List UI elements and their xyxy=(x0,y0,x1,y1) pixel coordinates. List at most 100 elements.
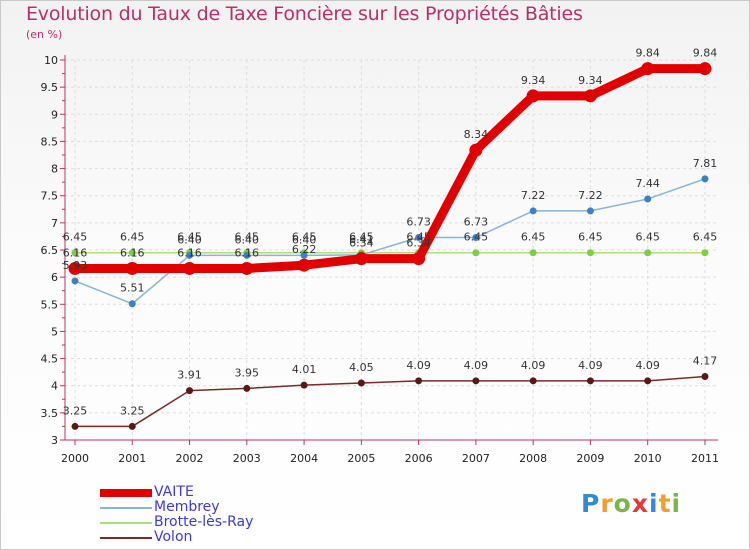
data-label-brotte-les-ray: 6.45 xyxy=(578,231,603,244)
data-point-membrey xyxy=(644,195,652,203)
data-label-volon: 3.91 xyxy=(177,369,202,382)
data-point-vaite xyxy=(240,261,254,275)
legend-item-volon[interactable]: Volon xyxy=(98,529,318,545)
data-label-brotte-les-ray: 6.45 xyxy=(292,231,317,244)
data-point-volon xyxy=(243,384,251,392)
data-label-membrey: 7.44 xyxy=(635,177,660,190)
x-tick-label: 2010 xyxy=(634,452,662,465)
data-point-membrey xyxy=(71,277,79,285)
data-label-brotte-les-ray: 6.45 xyxy=(63,231,88,244)
x-tick-label: 2004 xyxy=(290,452,318,465)
data-label-volon: 4.09 xyxy=(635,359,660,372)
data-label-membrey: 7.22 xyxy=(578,189,603,202)
data-point-brotte-les-ray xyxy=(586,249,594,257)
data-point-vaite xyxy=(698,62,712,76)
data-label-vaite: 6.16 xyxy=(177,246,202,259)
data-label-volon: 4.05 xyxy=(349,361,374,374)
data-label-volon: 4.09 xyxy=(578,359,603,372)
y-tick-label: 4 xyxy=(51,380,58,393)
data-label-brotte-les-ray: 6.45 xyxy=(693,231,718,244)
data-label-brotte-les-ray: 6.45 xyxy=(464,231,489,244)
y-tick-label: 5.5 xyxy=(41,298,59,311)
data-label-volon: 4.09 xyxy=(406,359,431,372)
data-label-vaite: 6.22 xyxy=(292,243,317,256)
data-labels: 3.25 3.25 3.91 3.95 4.01 4.05 4.09 4.09 4.09 4.09… xyxy=(63,47,717,418)
data-label-vaite: 6.16 xyxy=(120,246,145,259)
legend: VAITE Membrey Brotte-lès-Ray Volon xyxy=(98,484,318,545)
x-tick-label: 2007 xyxy=(462,452,490,465)
y-tick-label: 6.5 xyxy=(41,244,59,257)
x-tick-label: 2001 xyxy=(118,452,146,465)
data-label-membrey: 5.51 xyxy=(120,282,145,295)
data-point-vaite xyxy=(412,252,426,266)
data-point-vaite xyxy=(469,143,483,157)
data-label-vaite: 6.34 xyxy=(349,237,374,250)
series-layer: 3.25 3.25 3.91 3.95 4.01 4.05 4.09 4.09 4.09 4.09… xyxy=(63,47,717,430)
data-label-volon: 4.09 xyxy=(521,359,546,372)
y-tick-label: 8.5 xyxy=(41,135,59,148)
data-point-brotte-les-ray xyxy=(701,249,709,257)
y-tick-label: 7 xyxy=(51,217,58,230)
logo-letter: o xyxy=(613,489,632,518)
data-point-brotte-les-ray xyxy=(472,249,480,257)
legend-item-vaite[interactable]: VAITE xyxy=(98,484,318,500)
logo-letter: t xyxy=(658,489,672,518)
data-label-membrey: 6.41 xyxy=(349,233,374,246)
data-point-vaite xyxy=(297,258,311,272)
legend-item-membrey[interactable]: Membrey xyxy=(98,499,318,515)
data-point-volon xyxy=(701,372,709,380)
data-point-vaite xyxy=(68,261,82,275)
data-label-brotte-les-ray: 6.45 xyxy=(349,231,374,244)
data-label-vaite: 9.84 xyxy=(693,47,718,60)
data-point-volon xyxy=(529,377,537,385)
data-label-volon: 3.95 xyxy=(235,366,260,379)
legend-swatch-vaite xyxy=(100,489,152,497)
data-label-brotte-les-ray: 6.45 xyxy=(521,231,546,244)
y-tick-label: 8 xyxy=(51,163,58,176)
series-line-volon xyxy=(74,375,706,428)
y-tick-label: 6 xyxy=(51,271,58,284)
legend-item-brotte-les-ray[interactable]: Brotte-lès-Ray xyxy=(98,514,318,530)
data-point-volon xyxy=(300,381,308,389)
data-point-membrey xyxy=(701,175,709,183)
data-point-volon xyxy=(472,377,480,385)
x-tick-label: 2008 xyxy=(519,452,547,465)
y-tick-label: 9.5 xyxy=(41,81,59,94)
y-tick-label: 9 xyxy=(51,108,58,121)
data-label-vaite: 6.16 xyxy=(235,246,260,259)
x-tick-label: 2011 xyxy=(691,452,719,465)
data-point-brotte-les-ray xyxy=(71,249,79,257)
data-label-volon: 4.01 xyxy=(292,363,317,376)
legend-label-brotte-les-ray: Brotte-lès-Ray xyxy=(154,514,254,530)
data-label-volon: 3.25 xyxy=(63,404,88,417)
data-label-brotte-les-ray: 6.45 xyxy=(235,231,260,244)
logo-letter: P xyxy=(581,489,601,518)
axes: 3 3.5 4 4.5 5 5.5 6 6.5 7 7.5 8 8.5 9 9.5 10 2000 2001 20… xyxy=(41,54,719,465)
y-tick-label: 3 xyxy=(51,434,58,447)
series-line-membrey xyxy=(74,178,706,305)
x-tick-label: 2006 xyxy=(405,452,433,465)
series-membrey xyxy=(71,175,709,308)
data-label-vaite: 8.34 xyxy=(464,128,489,141)
legend-label-vaite: VAITE xyxy=(154,484,194,500)
data-label-vaite: 6.16 xyxy=(63,246,88,259)
chart-title: Evolution du Taux de Taxe Foncière sur l… xyxy=(26,3,583,25)
data-point-vaite xyxy=(526,89,540,103)
data-label-volon: 4.09 xyxy=(464,359,489,372)
data-point-vaite xyxy=(641,62,655,76)
data-label-vaite: 9.84 xyxy=(635,47,660,60)
data-point-volon xyxy=(586,377,594,385)
legend-swatch-membrey xyxy=(100,507,152,509)
y-tick-label: 10 xyxy=(44,54,58,67)
data-label-volon: 3.25 xyxy=(120,404,145,417)
data-label-vaite: 9.34 xyxy=(521,74,546,87)
logo-letter: x xyxy=(631,489,649,518)
data-point-membrey xyxy=(529,207,537,215)
data-label-brotte-les-ray: 6.45 xyxy=(635,231,660,244)
data-point-membrey xyxy=(415,234,423,242)
data-label-membrey: 7.81 xyxy=(693,157,718,170)
y-tick-label: 7.5 xyxy=(41,190,59,203)
x-tick-label: 2003 xyxy=(233,452,261,465)
y-tick-label: 5 xyxy=(51,325,58,338)
